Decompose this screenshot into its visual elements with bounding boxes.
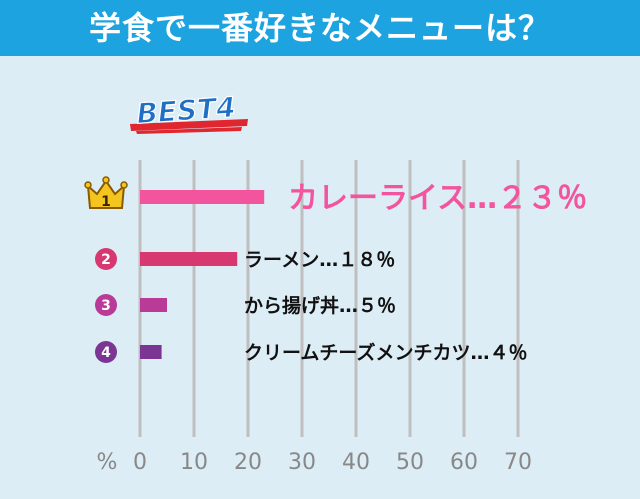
rank-number: 4: [101, 345, 111, 361]
x-ticks: 0 10 20 30 40 50 60 70: [133, 450, 532, 475]
bar: [140, 190, 265, 204]
page-title: 学食で一番好きなメニューは？: [88, 9, 551, 47]
bar: [140, 252, 238, 266]
unit-label: %: [97, 450, 118, 475]
x-tick-label: 60: [450, 450, 478, 475]
data-label: クリームチーズメンチカツ…４％: [244, 341, 527, 364]
rank-circle-icon: 2: [95, 248, 117, 270]
bar: [140, 298, 167, 312]
x-tick-label: 20: [234, 450, 262, 475]
badge-underline-2: [136, 127, 242, 134]
x-tick-label: 10: [180, 450, 208, 475]
x-tick-label: 40: [342, 450, 370, 475]
bar: [140, 345, 162, 359]
grid-lines: [138, 160, 520, 437]
best-badge: BEST4: [130, 90, 248, 134]
header-bar: 学食で一番好きなメニューは？: [0, 0, 640, 56]
rank-number: 3: [101, 298, 111, 314]
x-tick-label: 50: [396, 450, 424, 475]
data-label: カレーライス…２３％: [288, 181, 587, 216]
badge-text: BEST4: [135, 91, 236, 131]
bars: [140, 190, 265, 359]
x-tick-label: 70: [504, 450, 532, 475]
crown-icon: 1: [84, 176, 128, 210]
x-tick-label: 30: [288, 450, 316, 475]
rank-badges: 1 2 3 4: [84, 176, 128, 363]
badge-underline: [130, 119, 248, 131]
data-label: ラーメン…１８％: [244, 249, 395, 271]
x-tick-label: 0: [133, 450, 147, 475]
rank-circle-icon: 4: [95, 341, 117, 363]
rank-number: 1: [101, 194, 111, 210]
rank-number: 2: [101, 252, 111, 268]
data-labels: カレーライス…２３％ ラーメン…１８％ から揚げ丼…５％ クリームチーズメンチカツ…４…: [244, 181, 587, 364]
rank-circle-icon: 3: [95, 294, 117, 316]
data-label: から揚げ丼…５％: [244, 294, 396, 317]
